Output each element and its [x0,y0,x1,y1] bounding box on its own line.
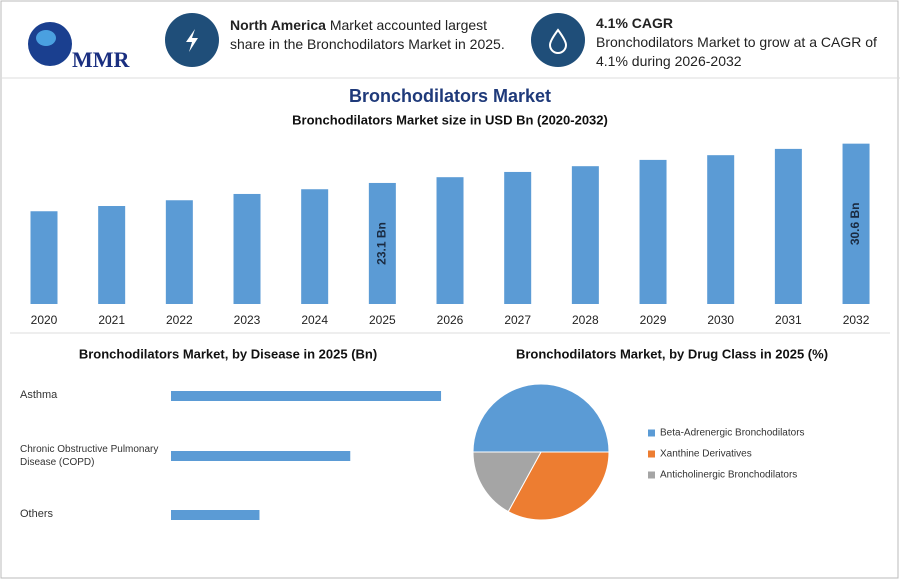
pie-slice [472,451,542,513]
legend-label: Xanthine Derivatives [660,449,752,460]
value-label: 30.6 Bn [848,202,862,245]
info-text: Market accounted largest share in the Br… [230,17,505,52]
x-tick-label: 2023 [234,313,261,327]
x-tick-label: 2025 [369,313,396,327]
x-tick-label: 2032 [843,313,870,327]
bar [171,510,260,520]
x-tick-label: 2026 [437,313,464,327]
bar [504,171,532,304]
legend-swatch [648,429,655,437]
chart-title: Bronchodilators Market, by Disease in 20… [79,346,377,361]
bar [774,148,802,304]
info-bold: 4.1% CAGR [596,15,674,31]
bar [639,159,667,304]
legend-label: Anticholinergic Bronchodilators [660,470,797,481]
subtitle: Bronchodilators Market size in USD Bn (2… [292,112,608,127]
x-tick-label: 2022 [166,313,193,327]
bar [98,206,126,304]
bar [707,155,735,304]
bar [30,211,58,304]
x-tick-label: 2020 [31,313,58,327]
category-label: Chronic Obstructive Pulmonary Disease (C… [20,444,159,468]
info-box: North America Market accounted largest s… [230,16,520,54]
bolt [186,29,198,52]
bar [165,200,193,304]
bar [368,182,396,304]
icon-drop [531,13,585,67]
value-label: 23.1 Bn [375,222,389,265]
category-label: Others [20,508,54,520]
pie-slice [472,383,610,453]
legend-label: Beta-Adrenergic Bronchodilators [660,428,805,439]
info-text: Bronchodilators Market to grow at a CAGR… [596,34,877,69]
bar [436,177,464,304]
bar [301,189,329,304]
bar [171,451,351,461]
x-tick-label: 2030 [707,313,734,327]
logo-land [36,30,56,46]
info-box: 4.1% CAGR Bronchodilators Market to grow … [596,14,886,71]
x-tick-label: 2028 [572,313,599,327]
x-tick-label: 2024 [301,313,328,327]
x-tick-label: 2031 [775,313,802,327]
main-title: Bronchodilators Market [349,86,551,106]
legend-swatch [648,450,655,458]
category-label: Asthma [20,389,58,401]
bar [842,143,870,304]
info-bold: North America [230,17,326,33]
x-tick-label: 2027 [504,313,531,327]
bar [233,193,261,304]
bar [571,166,599,304]
bar [171,391,442,401]
x-tick-label: 2029 [640,313,667,327]
pie-slice [507,451,610,521]
chart-title: Bronchodilators Market, by Drug Class in… [516,346,828,361]
drop [548,28,568,54]
legend-swatch [648,471,655,479]
logo-text: MMR [72,47,131,72]
x-tick-label: 2021 [98,313,125,327]
